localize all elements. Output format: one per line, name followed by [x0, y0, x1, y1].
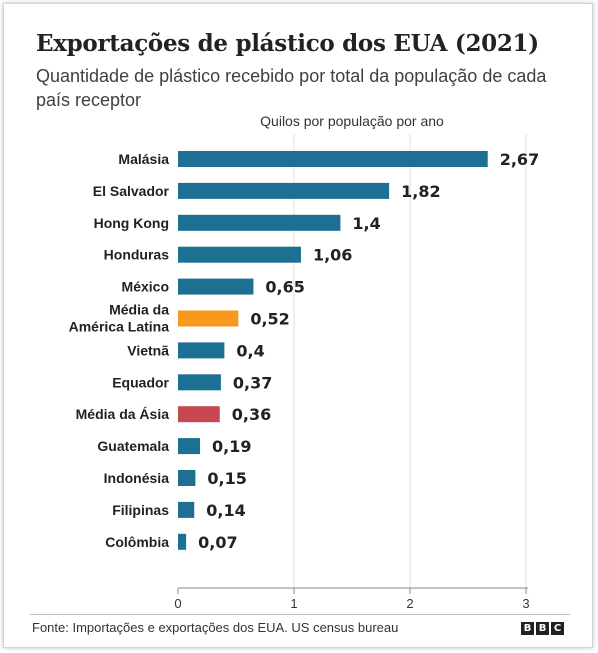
value-label: 1,06 [313, 246, 352, 265]
bbc-logo-letter: C [551, 622, 564, 635]
category-label: México [122, 279, 169, 295]
value-label: 0,4 [236, 341, 264, 360]
bar [178, 151, 488, 167]
chart-subtitle: Quantidade de plástico recebido por tota… [36, 66, 547, 110]
bar [178, 501, 195, 518]
category-label: Colômbia [105, 534, 169, 550]
bar [178, 374, 221, 391]
x-tick-label: 3 [522, 596, 529, 611]
value-label: 0,15 [207, 469, 246, 488]
category-label: Média da Ásia [76, 406, 170, 422]
chart-card [3, 3, 593, 648]
bar [178, 182, 390, 199]
x-tick-label: 1 [290, 596, 297, 611]
value-label: 0,36 [232, 405, 271, 424]
value-label: 0,52 [250, 310, 289, 329]
source-note: Fonte: Importações e exportações dos EUA… [32, 620, 399, 635]
x-tick-label: 2 [406, 596, 413, 611]
category-label: Malásia [118, 151, 169, 167]
category-label: Hong Kong [94, 215, 169, 231]
value-label: 1,4 [352, 214, 380, 233]
value-label: 0,37 [233, 373, 272, 392]
x-tick-label: 0 [174, 596, 181, 611]
value-label: 2,67 [500, 150, 539, 169]
bar [178, 214, 341, 231]
category-label: Média da América Latina [69, 302, 170, 335]
bar [178, 406, 220, 423]
value-label: 0,14 [206, 501, 245, 520]
category-label: Filipinas [112, 502, 169, 518]
bbc-logo-letter: B [521, 622, 534, 635]
bar [178, 278, 254, 295]
bar [178, 470, 196, 486]
category-label: Guatemala [97, 438, 169, 454]
bbc-logo-letter: B [536, 622, 549, 635]
bar [178, 246, 301, 263]
bar [178, 342, 225, 359]
category-label: Indonésia [104, 470, 170, 486]
category-label: Equador [112, 374, 169, 390]
bbc-logo: B B C [521, 622, 564, 635]
value-label: 0,07 [198, 533, 237, 552]
value-label: 0,19 [212, 437, 251, 456]
category-label: Honduras [104, 247, 170, 263]
x-axis-label: Quilos por população por ano [260, 113, 444, 129]
value-label: 1,82 [401, 182, 440, 201]
category-label: El Salvador [93, 183, 170, 199]
value-label: 0,65 [265, 278, 304, 297]
bar [178, 310, 239, 327]
bar [178, 438, 201, 455]
category-label: Vietnã [127, 342, 169, 358]
chart-title: Exportações de plástico dos EUA (2021) [36, 30, 539, 57]
footer-divider [30, 614, 570, 615]
bar [178, 533, 187, 550]
